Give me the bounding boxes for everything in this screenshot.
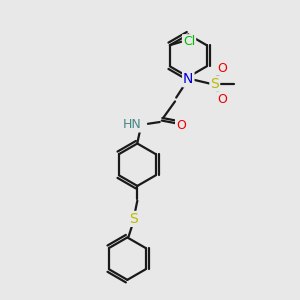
Text: N: N [183, 72, 194, 86]
Text: Cl: Cl [183, 35, 195, 48]
Text: S: S [129, 212, 138, 226]
Text: O: O [218, 93, 227, 106]
Text: S: S [210, 77, 219, 91]
Text: HN: HN [122, 118, 141, 131]
Text: O: O [176, 119, 186, 132]
Text: O: O [218, 61, 227, 75]
